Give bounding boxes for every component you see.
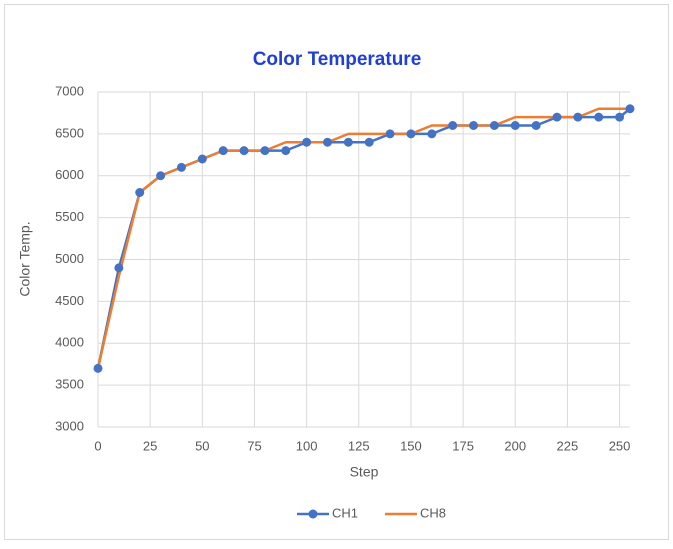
point-marker [281, 146, 291, 156]
x-axis-title: Step [350, 464, 379, 480]
point-marker [385, 129, 395, 139]
point-marker [218, 146, 228, 156]
legend-label: CH1 [332, 505, 358, 520]
x-tick-label: 25 [143, 438, 157, 453]
point-marker [594, 112, 604, 122]
point-marker [406, 129, 416, 139]
point-marker [135, 188, 145, 197]
y-tick-label: 4000 [55, 335, 84, 350]
chart-border [4, 4, 669, 540]
point-marker [469, 121, 479, 130]
y-tick-label: 6000 [55, 167, 84, 182]
y-axis-title: Color Temp. [17, 221, 33, 296]
x-tick-label: 75 [247, 438, 261, 453]
chart-title: Color Temperature [253, 49, 422, 70]
point-marker [625, 104, 635, 114]
point-marker [489, 121, 499, 130]
point-marker [197, 154, 207, 164]
point-marker [364, 137, 374, 147]
x-tick-label: 250 [609, 438, 631, 453]
point-marker [239, 146, 249, 156]
x-tick-label: 50 [195, 438, 209, 453]
legend-label: CH8 [420, 505, 446, 520]
point-marker [552, 112, 562, 122]
point-marker [510, 121, 520, 130]
point-marker [322, 137, 332, 147]
y-tick-label: 6500 [55, 125, 84, 140]
x-tick-label: 225 [557, 438, 579, 453]
point-marker [573, 112, 583, 122]
point-marker [427, 129, 437, 139]
point-marker [93, 363, 103, 373]
point-marker [302, 137, 312, 147]
x-tick-label: 200 [504, 438, 526, 453]
point-marker [156, 171, 166, 181]
point-marker [114, 263, 124, 273]
x-tick-label: 175 [452, 438, 474, 453]
y-tick-label: 4500 [55, 293, 84, 308]
point-marker [176, 162, 186, 172]
x-tick-label: 150 [400, 438, 422, 453]
y-tick-label: 3000 [55, 418, 84, 433]
y-tick-label: 7000 [55, 83, 84, 98]
y-tick-label: 5500 [55, 209, 84, 224]
y-tick-label: 5000 [55, 251, 84, 266]
x-tick-label: 125 [348, 438, 370, 453]
series-line [96, 107, 630, 369]
x-tick-label: 100 [296, 438, 318, 453]
point-marker [260, 146, 270, 156]
point-marker [615, 112, 625, 122]
point-marker [531, 121, 541, 130]
point-marker [448, 121, 458, 130]
y-tick-label: 3500 [55, 377, 84, 392]
point-marker [343, 137, 353, 147]
x-tick-label: 0 [94, 438, 101, 453]
legend-marker [308, 509, 318, 519]
